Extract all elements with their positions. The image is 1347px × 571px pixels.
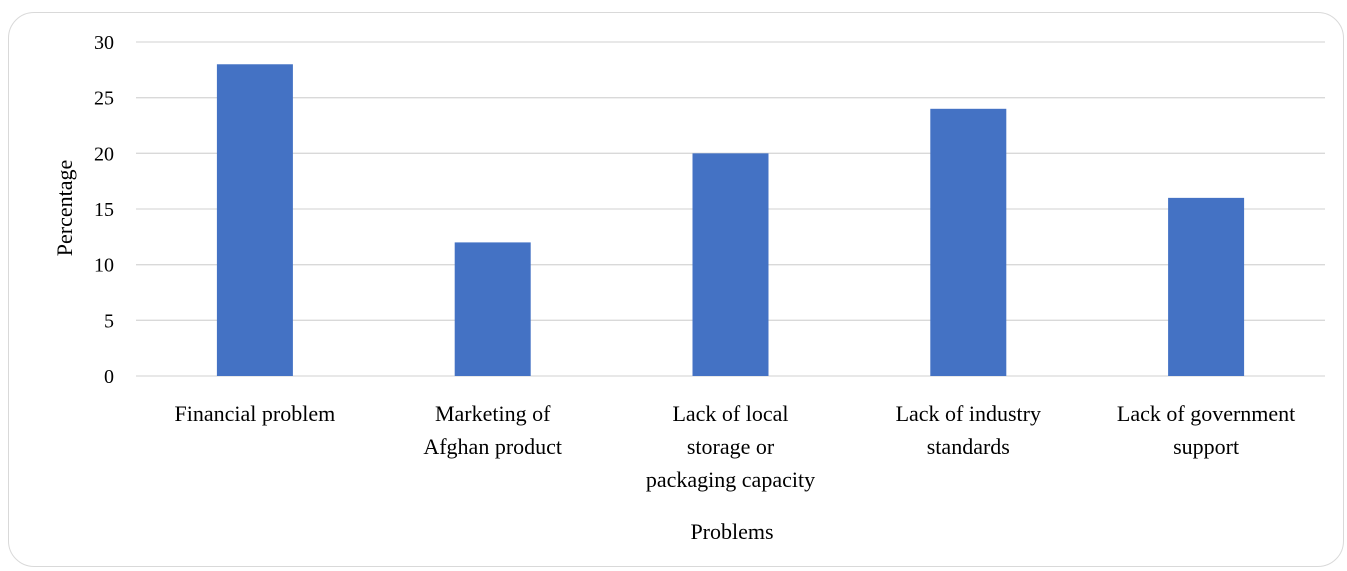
x-category-label-line: Lack of local (672, 401, 788, 426)
bar (1168, 197, 1245, 376)
x-category-label: Lack of local storage or packaging capacit… (646, 401, 815, 492)
y-tick-label: 20 (94, 143, 114, 165)
x-category-label: Lack of industry standards (896, 401, 1041, 459)
x-category-label-line: packaging capacity (646, 467, 815, 492)
x-category-label: Marketing of Afghan product (423, 401, 562, 459)
bar (930, 108, 1007, 377)
bar (454, 242, 531, 376)
x-category-label-line: Marketing of (435, 401, 551, 426)
bar (692, 153, 769, 376)
y-tick-label: 10 (94, 255, 114, 277)
x-category-label: Lack of government support (1117, 401, 1295, 459)
y-tick-label: 5 (104, 310, 114, 332)
x-axis-title: Problems (690, 519, 773, 544)
y-tick-label: 0 (104, 366, 114, 388)
y-axis-title: Percentage (52, 160, 77, 257)
bar (216, 64, 293, 377)
x-category-label: Financial problem (175, 401, 336, 426)
x-category-label-line: Lack of government (1117, 401, 1295, 426)
x-category-label-line: standards (927, 434, 1010, 459)
x-category-label-line: Lack of industry (896, 401, 1041, 426)
y-tick-label: 30 (94, 32, 114, 54)
x-category-label-line: storage or (687, 434, 775, 459)
x-category-label-line: support (1173, 434, 1239, 459)
x-category-label-line: Afghan product (423, 434, 562, 459)
y-axis-tick-labels: 0 5 10 15 20 25 30 (94, 32, 114, 388)
y-tick-label: 15 (94, 199, 114, 221)
x-axis-category-labels: Financial problem Marketing of Afghan prod… (175, 401, 1296, 492)
x-category-label-line: Financial problem (175, 401, 336, 426)
bars (216, 64, 1245, 377)
y-tick-label: 25 (94, 88, 114, 110)
